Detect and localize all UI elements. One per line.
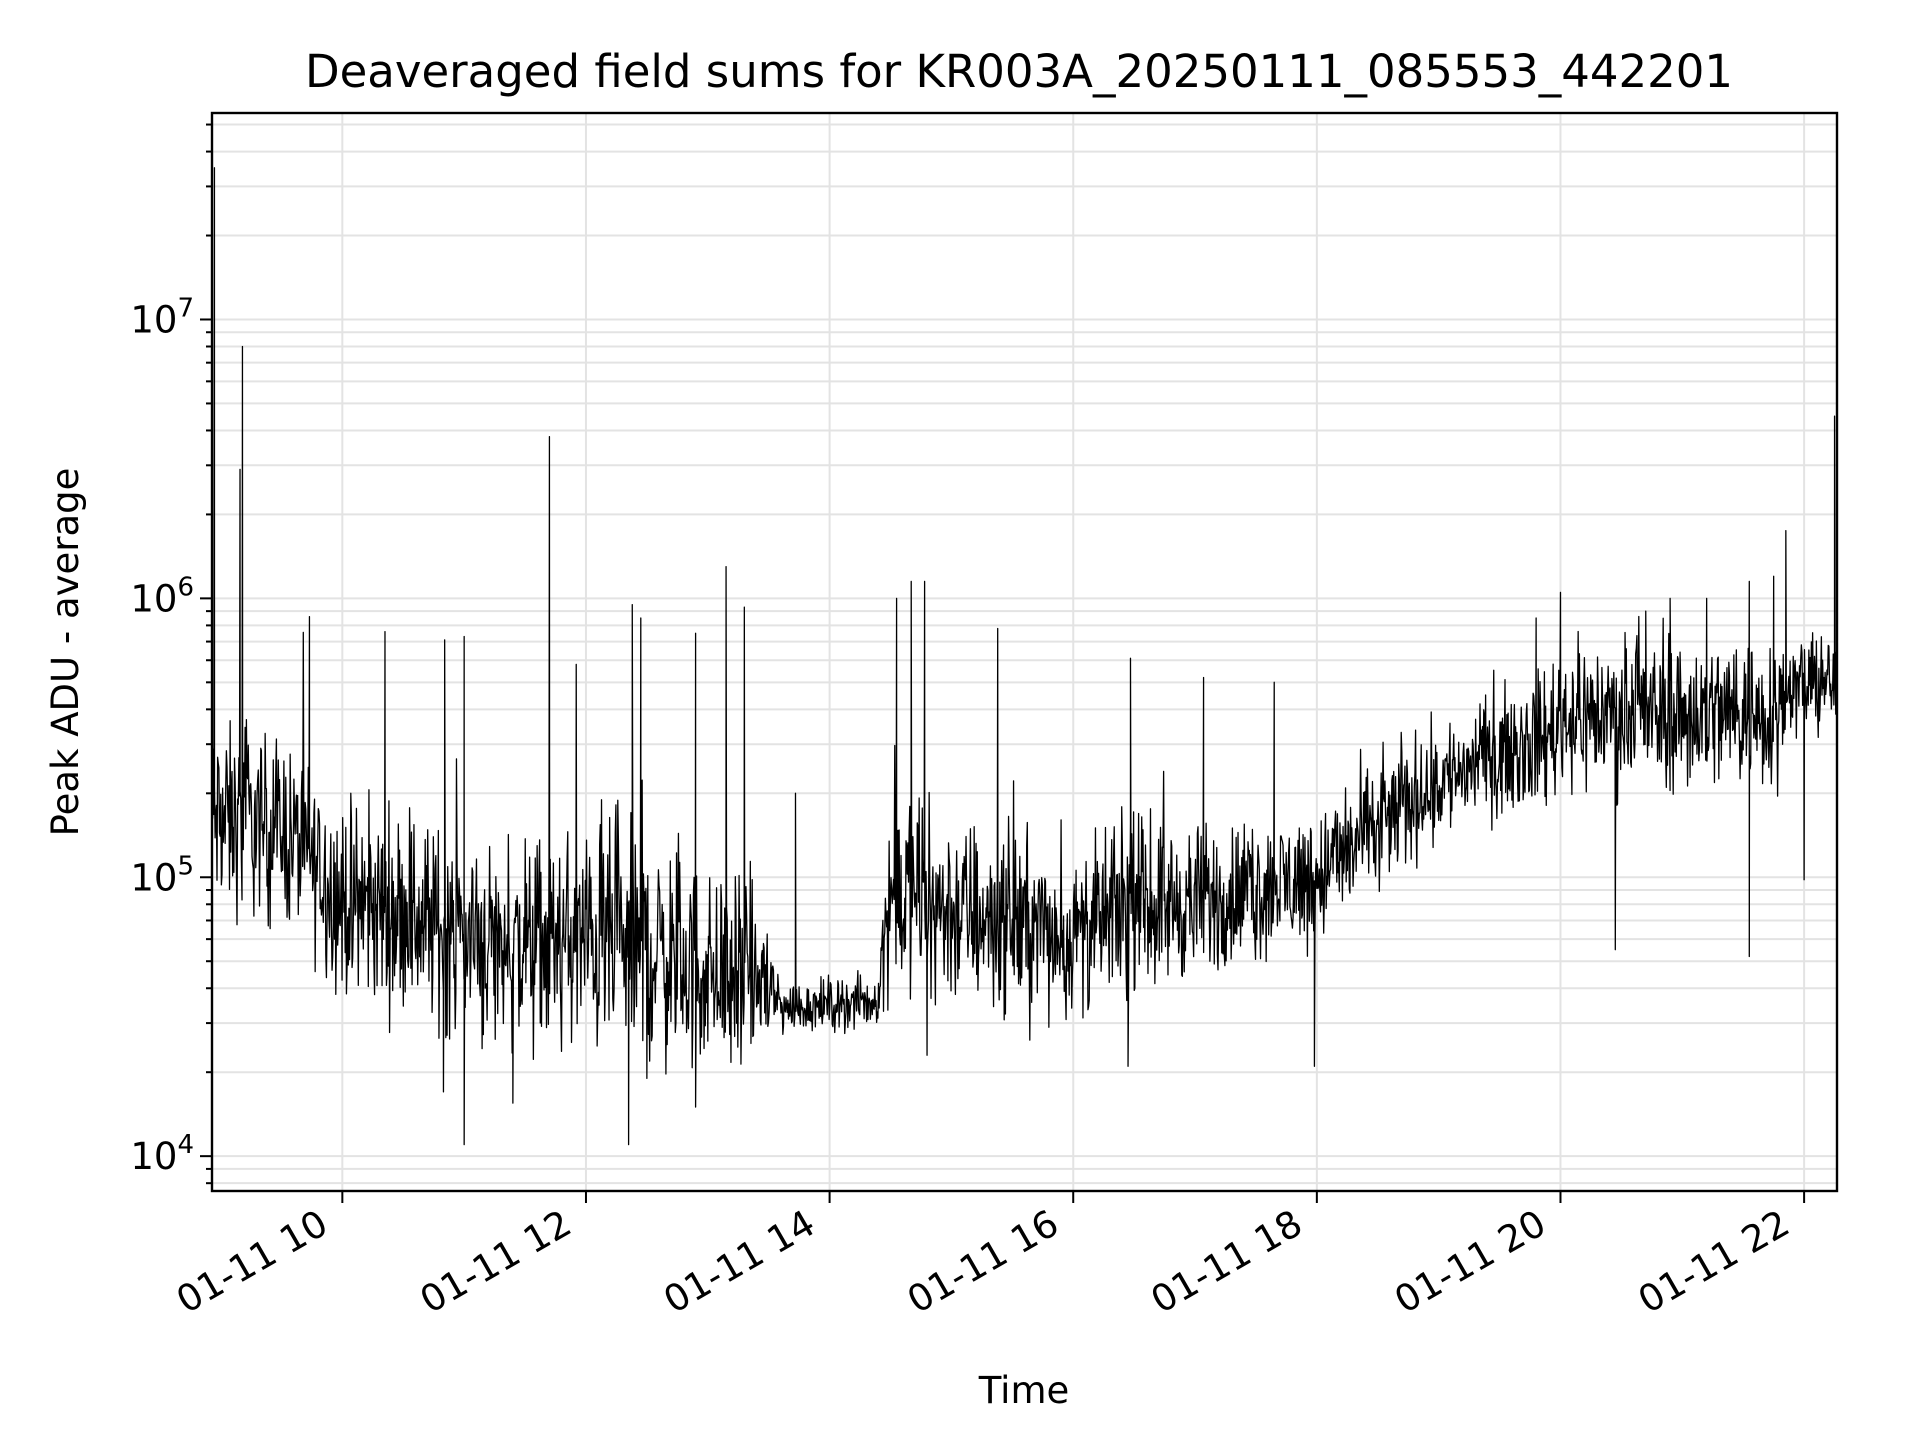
series-line [211, 167, 1838, 1146]
y-tick-label: 106 [130, 572, 194, 620]
y-tick-label: 104 [130, 1130, 194, 1178]
plot-frame [210, 111, 1839, 1193]
x-axis-label: Time [978, 1369, 1070, 1412]
y-axis-label: Peak ADU - average [44, 468, 87, 837]
series-layer [211, 167, 1838, 1146]
y-tick-label: 107 [130, 293, 194, 341]
chart-title: Deaveraged field sums for KR003A_2025011… [305, 45, 1733, 98]
y-tick-label: 105 [130, 851, 194, 899]
